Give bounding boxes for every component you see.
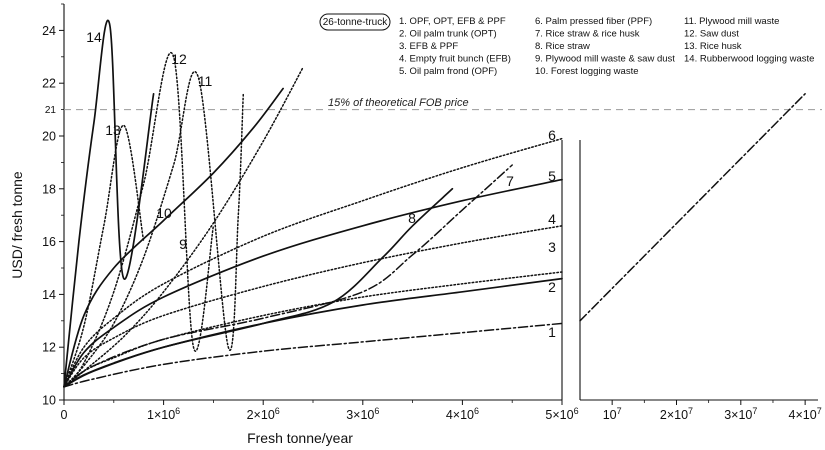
legend-entry-12: 12. Saw dust xyxy=(684,29,739,40)
series-label-3: 3 xyxy=(548,239,556,255)
legend-entry-3: 3. EFB & PPF xyxy=(399,41,458,52)
legend-entry-9: 9. Plywood mill waste & saw dust xyxy=(535,54,675,65)
series-label-7: 7 xyxy=(506,173,514,189)
y-tick-label: 18 xyxy=(42,182,56,196)
x-tick-label: 107 xyxy=(603,406,622,422)
x-tick-label: 4×106 xyxy=(446,406,479,422)
reference-tick-label: 21 xyxy=(45,105,57,116)
y-axis-title: USD/ fresh tonne xyxy=(9,171,25,279)
x-axis-title: Fresh tonne/year xyxy=(247,430,353,446)
series-label-2: 2 xyxy=(548,279,556,295)
x-tick-label: 3×106 xyxy=(346,406,379,422)
series-label-11: 11 xyxy=(198,73,213,89)
x-tick-label: 4×107 xyxy=(789,406,822,422)
series-12-line xyxy=(63,52,215,388)
series-1-line-right xyxy=(579,93,806,322)
y-tick-label: 12 xyxy=(42,341,56,355)
legend-entry-11: 11. Plywood mill waste xyxy=(684,16,779,27)
x-tick-label: 2×106 xyxy=(247,406,280,422)
series-5-line xyxy=(63,178,563,388)
series-4-line xyxy=(63,225,563,388)
x-axis: 0 1×106 2×106 3×106 4×106 5×106 107 2×107 3×107 4… xyxy=(61,400,822,422)
legend-entry-7: 7. Rice straw & rice husk xyxy=(535,29,640,40)
legend-entry-6: 6. Palm pressed fiber (PPF) xyxy=(535,16,652,27)
series-6-line xyxy=(63,137,563,388)
x-tick-label: 2×107 xyxy=(660,406,693,422)
series-label-4: 4 xyxy=(548,211,556,227)
legend-entry-14: 14. Rubberwood logging waste xyxy=(684,54,814,65)
legend-title: 26-tonne-truck xyxy=(323,17,388,28)
series-label-10: 10 xyxy=(156,205,172,221)
y-tick-label: 14 xyxy=(42,288,56,302)
series-11-line xyxy=(63,70,245,388)
series-13-line xyxy=(63,124,145,388)
reference-line-label: 15% of theoretical FOB price xyxy=(328,97,469,109)
y-tick-label: 22 xyxy=(42,77,56,91)
y-tick-label: 10 xyxy=(42,394,56,408)
series-label-5: 5 xyxy=(548,168,556,184)
plot-panels xyxy=(63,4,818,401)
series-label-13: 13 xyxy=(105,122,121,138)
y-tick-label: 24 xyxy=(42,24,56,38)
series-label-1: 1 xyxy=(548,324,556,340)
series-group xyxy=(63,19,806,388)
series-label-6: 6 xyxy=(548,127,556,143)
legend-entry-2: 2. Oil palm trunk (OPT) xyxy=(399,29,497,40)
series-label-12: 12 xyxy=(171,51,187,67)
y-tick-label: 20 xyxy=(42,130,56,144)
series-label-9: 9 xyxy=(179,236,187,252)
x-tick-label: 3×107 xyxy=(724,406,757,422)
x-tick-label: 5×106 xyxy=(545,406,578,422)
series-10-line xyxy=(63,87,284,388)
legend-entry-5: 5. Oil palm frond (OPF) xyxy=(399,66,497,77)
series-9-line xyxy=(63,66,304,388)
legend-entry-1: 1. OPF, OPT, EFB & PPF xyxy=(399,16,506,27)
x-tick-label: 1×106 xyxy=(147,406,180,422)
series-2-line xyxy=(63,277,563,388)
series-label-8: 8 xyxy=(408,210,416,226)
y-axis: 10 12 14 16 18 20 22 24 21 xyxy=(42,3,64,408)
legend: 1. OPF, OPT, EFB & PPF 2. Oil palm trunk … xyxy=(319,13,814,77)
series-7-line xyxy=(63,164,513,388)
y-tick-label: 16 xyxy=(42,235,56,249)
series-8-line xyxy=(63,187,454,388)
legend-entry-8: 8. Rice straw xyxy=(535,41,590,52)
legend-entry-13: 13. Rice husk xyxy=(684,41,742,52)
series-14-line xyxy=(63,19,155,388)
x-tick-label: 0 xyxy=(61,408,68,422)
legend-entry-10: 10. Forest logging waste xyxy=(535,66,639,77)
series-label-14: 14 xyxy=(86,29,102,45)
legend-title-box xyxy=(319,13,391,31)
series-1-line xyxy=(63,322,563,388)
legend-entry-4: 4. Empty fruit bunch (EFB) xyxy=(399,54,511,65)
